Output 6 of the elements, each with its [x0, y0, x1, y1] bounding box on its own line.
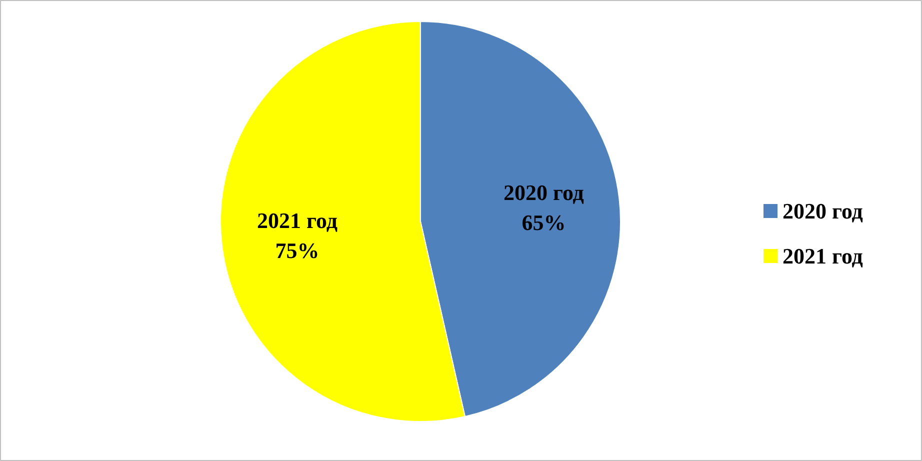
legend-label: 2020 год — [782, 198, 863, 224]
slice-label: 2021 год — [257, 208, 338, 233]
data-label: 75% — [275, 238, 320, 263]
legend-label: 2021 год — [782, 244, 863, 268]
slice-label: 2020 год — [504, 180, 584, 206]
data-label: 65% — [522, 210, 566, 236]
